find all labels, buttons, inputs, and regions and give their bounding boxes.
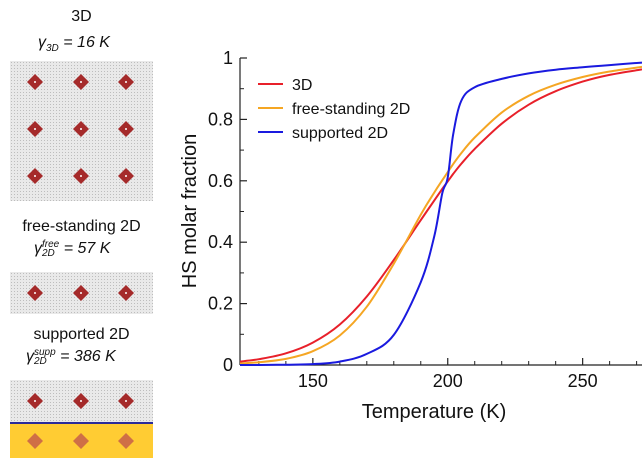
gamma-subscript: 3D (46, 43, 59, 55)
y-tick-label: 0 (223, 355, 233, 375)
chart-legend: 3D free-standing 2D supported 2D (258, 77, 410, 142)
panel-3d-gamma: γ3D = 16 K (38, 34, 110, 54)
gamma-symbol: γ (26, 348, 34, 366)
gamma-symbol: γ (34, 240, 42, 258)
panel-supp-gamma: γ supp 2D = 386 K (26, 347, 116, 367)
legend-label-0: 3D (292, 77, 312, 94)
gamma-value: = 57 K (63, 240, 111, 258)
y-axis-label: HS molar fraction (179, 134, 201, 289)
panel-supp-title: supported 2D (33, 326, 130, 343)
legend-label-1: free-standing 2D (292, 101, 410, 118)
molecule-icon (73, 433, 89, 449)
lattice-3d-molecules (27, 74, 134, 184)
y-tick-label: 0.2 (208, 294, 233, 314)
y-tick-label: 0.4 (208, 232, 233, 252)
series-line-1 (239, 65, 642, 365)
x-tick-label: 250 (568, 371, 598, 391)
lattice-supported-molecules (27, 393, 134, 409)
substrate-molecules (27, 433, 134, 449)
x-tick-label: 200 (433, 371, 463, 391)
panel-free-title: free-standing 2D (22, 218, 141, 235)
gamma-value: = 16 K (63, 34, 110, 51)
gamma-symbol: γ (38, 34, 46, 51)
gamma-subscript: 2D (42, 248, 55, 259)
y-tick-label: 0.8 (208, 109, 233, 129)
gamma-subscript: 2D (34, 356, 47, 367)
molecule-icon (118, 433, 134, 449)
x-tick-label: 150 (298, 371, 328, 391)
lattice-3d (10, 61, 153, 201)
panel-3d-title: 3D (71, 8, 92, 25)
gamma-superscript: supp (34, 347, 56, 358)
chart-axes: 0 0.2 0.4 0.6 0.8 1 150 200 250 (208, 48, 642, 391)
y-tick-label: 1 (223, 48, 233, 68)
x-axis-label: Temperature (K) (362, 401, 507, 423)
gamma-value: = 386 K (60, 348, 116, 366)
panel-free-gamma: γ free 2D = 57 K (34, 239, 111, 259)
lattice-free (10, 272, 153, 314)
lattice-supported (10, 380, 153, 422)
lattice-free-molecules (27, 285, 134, 301)
gamma-superscript: free (42, 239, 60, 250)
chart-series (239, 61, 642, 367)
legend-label-2: supported 2D (292, 125, 388, 142)
series-line-2 (239, 61, 642, 367)
molecule-icon (27, 433, 43, 449)
y-tick-label: 0.6 (208, 171, 233, 191)
substrate-layer (10, 422, 153, 458)
